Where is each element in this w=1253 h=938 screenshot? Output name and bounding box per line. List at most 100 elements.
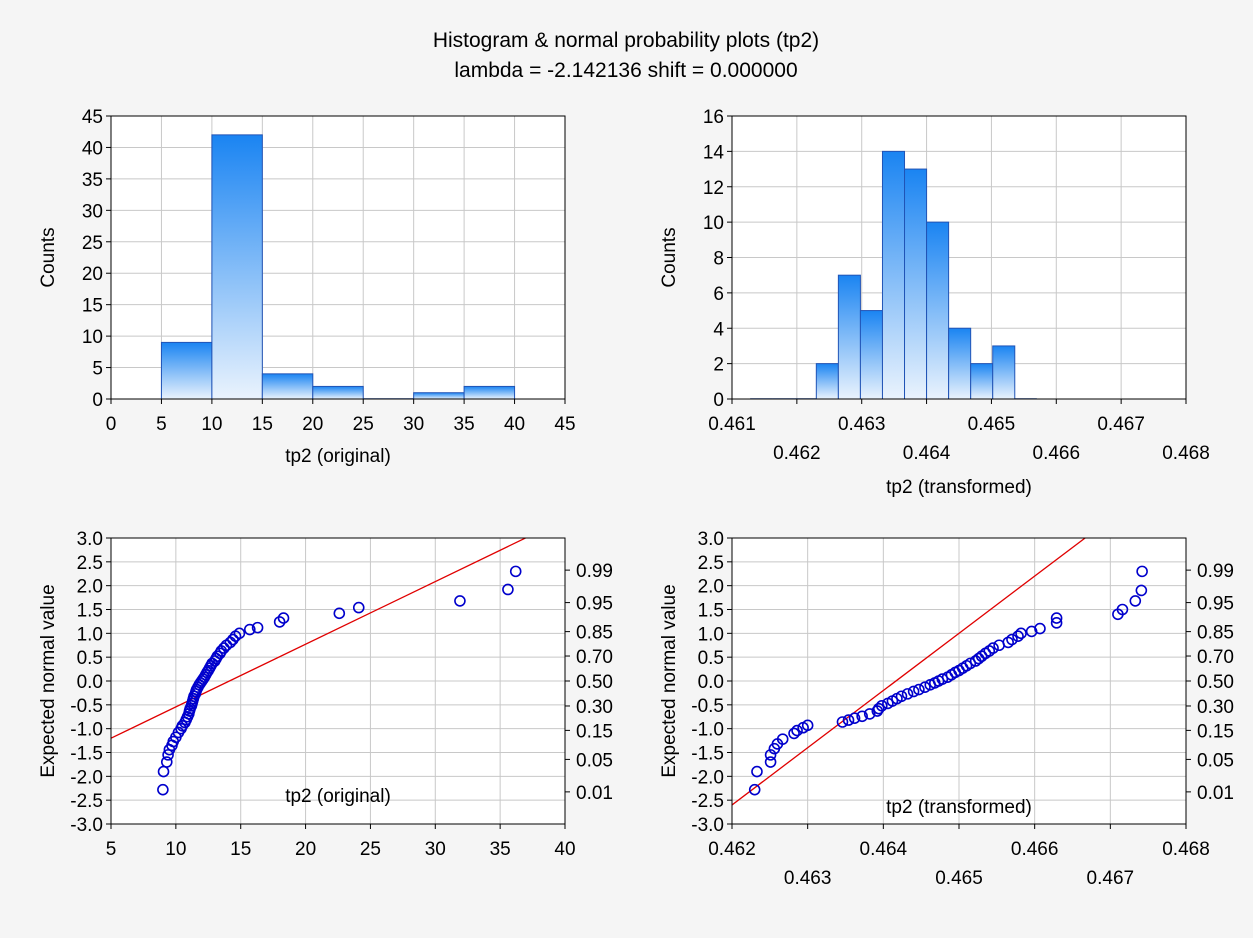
data-point: [876, 699, 888, 712]
x-tick-label-lower: 0.464: [903, 443, 951, 464]
y-tick-label: 2.5: [698, 553, 724, 574]
x-tick-label-upper: 0.462: [708, 839, 756, 860]
x-tick-label: 0: [106, 414, 117, 435]
prob-tick-label: 0.15: [1197, 721, 1234, 742]
prob-tick-label: 0.01: [576, 783, 613, 804]
plot-hist_transformed: 0 2 4 6 8 10 12 14 16 0.461 0.463 0.465 0.467 0.462 0.…: [659, 107, 1210, 498]
data-point: [895, 690, 908, 703]
y-tick-label: -0.5: [691, 696, 724, 717]
data-point: [160, 756, 173, 768]
y-tick-label: 0.5: [698, 648, 724, 669]
x-tick-label: 25: [360, 839, 381, 860]
data-point: [856, 710, 868, 723]
y-tick-label: 1.0: [77, 624, 103, 645]
x-tick-label: 25: [353, 414, 374, 435]
prob-tick-label: 0.05: [576, 750, 613, 771]
x-tick-label-lower: 0.463: [784, 868, 832, 889]
x-tick-label: 5: [156, 414, 167, 435]
data-point: [872, 702, 885, 715]
histogram-bar: [413, 392, 465, 399]
x-tick-label: 10: [201, 414, 222, 435]
y-tick-label: -0.5: [70, 696, 103, 717]
data-point: [1050, 617, 1063, 629]
x-axis-title: tp2 (original): [285, 446, 391, 467]
histogram-bar: [859, 310, 883, 399]
x-tick-label-lower: 0.466: [1033, 443, 1081, 464]
y-tick-label: 10: [82, 327, 103, 348]
x-tick-label: 15: [252, 414, 273, 435]
plot-data: [160, 134, 516, 399]
y-tick-label: 35: [82, 170, 103, 191]
x-tick-label: 20: [302, 414, 323, 435]
x-tick-label: 45: [554, 414, 575, 435]
plot-frame: [110, 115, 566, 400]
data-point: [863, 708, 876, 720]
data-point: [788, 727, 800, 740]
y-tick-label: 3.0: [698, 529, 724, 550]
data-point: [502, 583, 514, 596]
x-tick-label-upper: 0.465: [968, 414, 1016, 435]
histogram-bar: [261, 373, 314, 399]
y-tick-label: 15: [82, 296, 103, 317]
data-point: [764, 756, 777, 768]
prob-tick-label: 0.85: [1197, 623, 1234, 644]
data-point: [1034, 622, 1046, 635]
plot-normprob_transformed: 3.0 2.5 2.0 1.51.0 0.5 0.0 -0.5 -1.0 -1.5-2.0 -2.…: [659, 529, 1234, 889]
data-point: [162, 749, 174, 761]
prob-tick-label: 0.05: [1197, 750, 1234, 771]
prob-tick-label: 0.15: [576, 721, 613, 742]
data-point: [848, 712, 861, 724]
x-tick-label-upper: 0.466: [1011, 839, 1059, 860]
y-tick-label: 0: [92, 390, 103, 411]
data-point: [1012, 630, 1024, 642]
plot-normprob_original: 3.0 2.5 2.0 1.51.0 0.5 0.0 -0.5 -1.0 -1.5-2.0 -2.…: [38, 529, 613, 860]
data-point: [277, 612, 290, 624]
data-point: [227, 633, 239, 646]
x-tick-label-lower: 0.462: [773, 443, 821, 464]
data-point: [751, 765, 763, 778]
data-point: [157, 783, 169, 796]
figure-title-line2: lambda = -2.142136 shift = 0.000000: [454, 59, 797, 82]
x-tick-label: 30: [403, 414, 424, 435]
y-tick-label: 2.0: [698, 577, 724, 598]
data-point: [454, 595, 466, 607]
plot-hist_original: 0 5 10 15 20 25 30 35 40 45 0 5 10 15 20 25 30 35 40 45 tp2 …: [38, 107, 576, 467]
figure-title-line1: Histogram & normal probability plots (tp…: [433, 29, 819, 52]
data-point: [333, 607, 346, 620]
histogram-bar: [837, 274, 861, 399]
data-point: [842, 714, 855, 726]
y-tick-label: 1.5: [77, 601, 103, 622]
y-tick-label: 16: [703, 107, 724, 128]
plot-data: [111, 538, 528, 796]
x-tick-label: 10: [165, 839, 186, 860]
x-tick-label: 15: [230, 839, 251, 860]
histogram-bar: [312, 385, 364, 399]
x-tick-label-upper: 0.461: [708, 414, 756, 435]
y-tick-label: -1.0: [691, 720, 724, 741]
y-tick-label: 40: [82, 138, 103, 159]
x-tick-label-lower: 0.467: [1087, 868, 1135, 889]
data-point: [901, 688, 914, 700]
y-tick-label: -2.5: [70, 791, 103, 812]
data-point: [1006, 633, 1018, 646]
x-tick-label-upper: 0.464: [860, 839, 908, 860]
x-axis-title: tp2 (original): [285, 786, 391, 807]
y-tick-label: 3.0: [77, 529, 103, 550]
y-tick-label: -2.0: [691, 767, 724, 788]
y-tick-label: 5: [92, 359, 103, 380]
prob-tick-label: 0.95: [576, 594, 613, 615]
y-tick-label: 8: [713, 249, 724, 270]
y-tick-label: 30: [82, 201, 103, 222]
prob-tick-label: 0.85: [576, 623, 613, 644]
data-point: [176, 720, 189, 732]
prob-tick-label: 0.99: [576, 561, 613, 582]
histogram-bar: [970, 363, 994, 399]
histogram-bar: [463, 385, 516, 399]
data-point: [352, 601, 365, 614]
y-tick-label: -2.5: [691, 791, 724, 812]
data-point: [801, 719, 814, 732]
x-tick-label-upper: 0.468: [1162, 839, 1210, 860]
histogram-bar: [881, 150, 906, 399]
prob-tick-label: 0.01: [1197, 783, 1234, 804]
